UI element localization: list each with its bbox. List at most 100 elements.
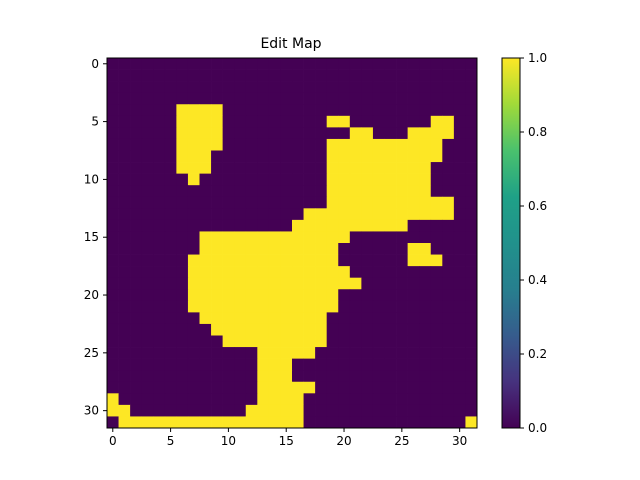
heatmap-cell [211, 277, 223, 290]
heatmap-cell [372, 162, 385, 174]
heatmap-cell [257, 277, 270, 290]
heatmap-cell [199, 231, 212, 244]
heatmap-cell [187, 162, 200, 174]
heatmap-cell [303, 370, 316, 383]
heatmap-cell [222, 69, 235, 82]
heatmap-cell [153, 162, 166, 174]
heatmap-cell [211, 381, 223, 394]
heatmap-cell [338, 393, 351, 406]
heatmap-cell [107, 231, 119, 244]
heatmap-cell [153, 219, 166, 232]
heatmap-cell [280, 358, 293, 371]
heatmap-cell [176, 104, 189, 117]
heatmap-cell [118, 381, 131, 394]
heatmap-cell [407, 312, 420, 325]
heatmap-cell [292, 323, 304, 336]
heatmap-cell [245, 219, 258, 232]
heatmap-cell [268, 335, 281, 348]
heatmap-cell [245, 404, 258, 417]
heatmap-cell [245, 92, 258, 105]
heatmap-cell [384, 381, 397, 394]
heatmap-cell [326, 115, 339, 128]
heatmap-cell [407, 347, 420, 359]
heatmap-cell [107, 300, 119, 313]
heatmap-cell [419, 266, 432, 279]
heatmap-cell [361, 243, 374, 255]
heatmap-cell [361, 393, 374, 406]
heatmap-cell [164, 208, 177, 221]
heatmap-cell [164, 335, 177, 348]
heatmap-cell [361, 289, 374, 302]
heatmap-cell [257, 173, 270, 186]
heatmap-cell [187, 104, 200, 117]
heatmap-cell [419, 404, 432, 417]
heatmap-cell [384, 69, 397, 82]
heatmap-cell [303, 138, 316, 151]
heatmap-cell [234, 127, 247, 140]
heatmap-cell [176, 115, 189, 128]
heatmap-cell [153, 150, 166, 163]
heatmap-cell [430, 370, 443, 383]
heatmap-cell [141, 185, 154, 198]
heatmap-cell [338, 404, 351, 417]
heatmap-cell [419, 231, 432, 244]
heatmap-cell [280, 219, 293, 232]
heatmap-cell [153, 404, 166, 417]
heatmap-cell [407, 300, 420, 313]
heatmap-cell [338, 150, 351, 163]
heatmap-cell [315, 208, 328, 221]
heatmap-cell [453, 335, 466, 348]
heatmap-cell [384, 115, 397, 128]
heatmap-cell [372, 219, 385, 232]
heatmap-cell [361, 92, 374, 105]
heatmap-cell [338, 58, 351, 70]
heatmap-cell [211, 347, 223, 359]
heatmap-cell [164, 254, 177, 267]
heatmap-cell [107, 173, 119, 186]
heatmap-cell [153, 127, 166, 140]
heatmap-cell [292, 335, 304, 348]
heatmap-cell [234, 370, 247, 383]
heatmap-cell [176, 404, 189, 417]
heatmap-cell [361, 115, 374, 128]
heatmap-cell [453, 347, 466, 359]
heatmap-cell [396, 335, 408, 348]
heatmap-cell [199, 115, 212, 128]
heatmap-cell [384, 358, 397, 371]
heatmap-cell [257, 381, 270, 394]
heatmap-cell [372, 289, 385, 302]
heatmap-cell [349, 300, 362, 313]
heatmap-cell [187, 81, 200, 94]
heatmap-cell [268, 254, 281, 267]
heatmap-cell [164, 92, 177, 105]
heatmap-cell [118, 277, 131, 290]
heatmap-cell [349, 196, 362, 209]
heatmap-cell [141, 312, 154, 325]
heatmap-cell [141, 173, 154, 186]
heatmap-cell [372, 254, 385, 267]
heatmap-cell [268, 347, 281, 359]
heatmap-cell [280, 104, 293, 117]
heatmap-cell [199, 335, 212, 348]
heatmap-cell [453, 381, 466, 394]
heatmap-cell [107, 92, 119, 105]
heatmap-cell [396, 289, 408, 302]
heatmap-cell [176, 162, 189, 174]
heatmap-cell [349, 323, 362, 336]
heatmap-cell [315, 312, 328, 325]
heatmap-cell [407, 208, 420, 221]
heatmap-cell [361, 196, 374, 209]
heatmap-cell [315, 416, 328, 429]
heatmap-cell [315, 323, 328, 336]
heatmap-cell [118, 162, 131, 174]
heatmap-cell [338, 358, 351, 371]
heatmap-cell [372, 115, 385, 128]
heatmap-cell [303, 277, 316, 290]
heatmap-cell [292, 266, 304, 279]
heatmap-cell [326, 127, 339, 140]
heatmap-cell [442, 219, 455, 232]
heatmap-cell [153, 381, 166, 394]
heatmap-cell [430, 393, 443, 406]
heatmap-cell [257, 219, 270, 232]
heatmap-cell [234, 393, 247, 406]
